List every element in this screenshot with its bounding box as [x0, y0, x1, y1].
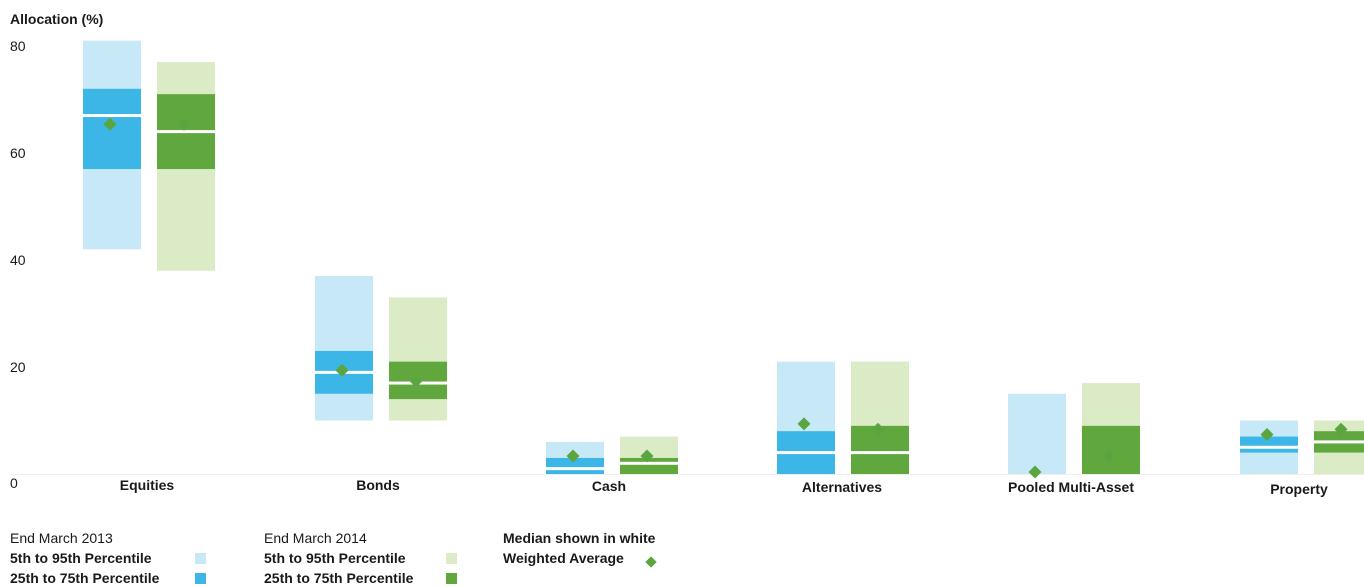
median-alternatives-2014: [851, 451, 909, 455]
median-cash-2014: [620, 461, 678, 465]
range-25-75-alternatives-2014: [851, 425, 909, 474]
range-25-75-equities-2013: [83, 88, 141, 170]
y-axis-ticks: 0 20 40 60 80: [10, 38, 26, 491]
legend-2013: End March 2013 5th to 95th Percentile 25…: [10, 528, 206, 587]
legend-2013-light-label: 5th to 95th Percentile: [10, 550, 152, 566]
legend-2014: End March 2014 5th to 95th Percentile 25…: [264, 528, 457, 587]
x-label-pooled-multi-asset: Pooled Multi-Asset: [1008, 479, 1134, 495]
weighted-average-bonds-2014: [409, 374, 423, 388]
weighted-average-property-2014: [1334, 422, 1348, 436]
range-5-95-bonds-2014: [389, 297, 447, 421]
x-axis-labels: Equities Bonds Cash Alternatives Pooled Mult…: [120, 477, 1328, 497]
weighted-average-cash-2013: [566, 449, 580, 463]
y-tick-0: 0: [10, 475, 18, 491]
y-tick-60: 60: [10, 145, 26, 161]
legend-weighted-label: Weighted Average: [503, 550, 624, 566]
x-label-alternatives: Alternatives: [802, 479, 882, 495]
x-label-bonds: Bonds: [356, 477, 400, 493]
median-equities-2014: [157, 130, 215, 134]
median-alternatives-2013: [777, 451, 835, 455]
legend-markers: Median shown in white Weighted Average: [503, 528, 657, 568]
x-label-property: Property: [1270, 481, 1328, 497]
weighted-average-property-2013: [1260, 428, 1274, 442]
range-5-95-bonds-2013: [315, 276, 373, 421]
range-5-95-pooled-multi-asset-2013: [1008, 393, 1066, 474]
legend-2013-light-swatch: [195, 553, 206, 564]
weighted-average-alternatives-2014: [871, 422, 885, 436]
weighted-average-alternatives-2013: [797, 417, 811, 431]
x-label-equities: Equities: [120, 477, 175, 493]
legend-2014-dark-swatch: [446, 573, 457, 584]
weighted-average-equities-2014: [177, 117, 191, 131]
legend-2014-title: End March 2014: [264, 530, 367, 546]
legend-2013-title: End March 2013: [10, 530, 113, 546]
median-property-2013: [1240, 445, 1298, 449]
range-25-75-pooled-multi-asset-2014: [1082, 425, 1140, 474]
y-tick-40: 40: [10, 252, 26, 268]
legend-2013-dark-swatch: [195, 573, 206, 584]
legend-2014-light-swatch: [446, 553, 457, 564]
weighted-average-equities-2013: [103, 117, 117, 131]
y-tick-80: 80: [10, 38, 26, 54]
median-property-2014: [1314, 440, 1364, 444]
weighted-average-pooled-multi-asset-2013: [1028, 465, 1042, 479]
x-label-cash: Cash: [592, 478, 626, 494]
legend-2014-dark-label: 25th to 75th Percentile: [264, 570, 414, 586]
legend-2013-dark-label: 25th to 75th Percentile: [10, 570, 160, 586]
weighted-average-bonds-2013: [335, 363, 349, 377]
bars-layer: [10, 40, 1364, 479]
y-axis-label: Allocation (%): [10, 11, 104, 27]
median-equities-2013: [83, 114, 141, 118]
y-tick-20: 20: [10, 359, 26, 375]
median-cash-2013: [546, 467, 604, 471]
weighted-average-cash-2014: [640, 449, 654, 463]
legend-median-note: Median shown in white: [503, 530, 656, 546]
weighted-average-pooled-multi-asset-2014: [1102, 449, 1116, 463]
legend-2014-light-label: 5th to 95th Percentile: [264, 550, 406, 566]
